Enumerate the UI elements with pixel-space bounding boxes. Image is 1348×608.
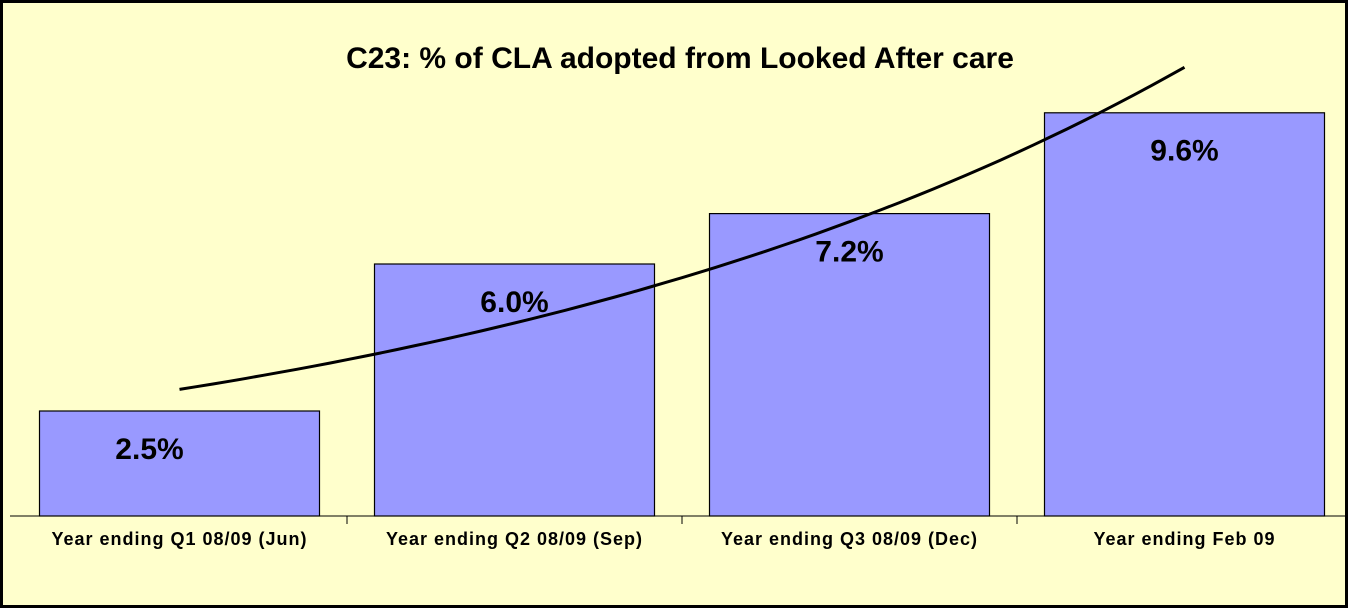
x-tick-label: Year ending Q2 08/09 (Sep) <box>385 529 644 549</box>
chart-title: C23: % of CLA adopted from Looked After … <box>346 42 1014 75</box>
bar <box>708 213 991 517</box>
trendline <box>179 65 1186 391</box>
data-label: 9.6% <box>1150 135 1218 168</box>
x-tick-label: Year ending Q1 08/09 (Jun) <box>51 529 308 549</box>
data-label: 7.2% <box>815 236 883 269</box>
bar <box>1043 112 1326 517</box>
bar <box>38 410 321 517</box>
x-tick-label: Year ending Feb 09 <box>1093 529 1276 549</box>
data-label: 2.5% <box>115 433 183 466</box>
bar <box>373 263 656 517</box>
data-label: 6.0% <box>480 286 548 319</box>
x-tick-label: Year ending Q3 08/09 (Dec) <box>720 529 979 549</box>
